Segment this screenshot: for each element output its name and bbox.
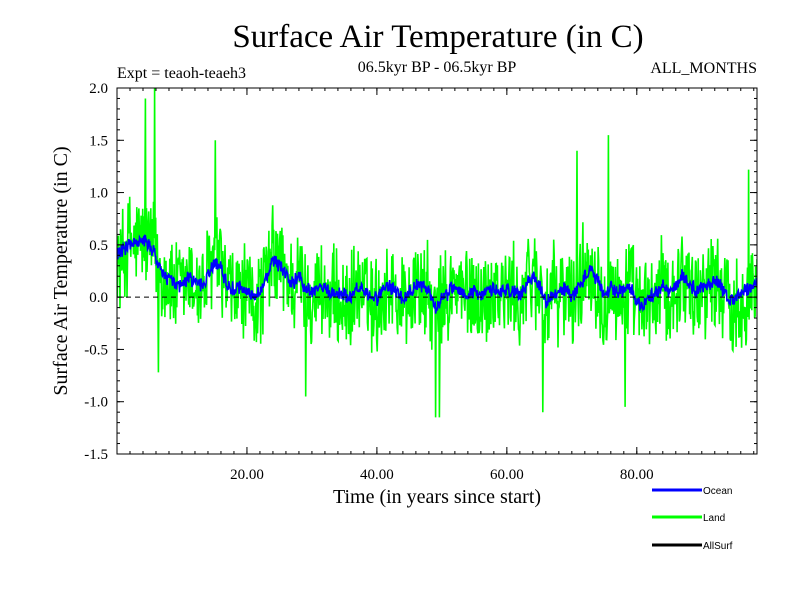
chart-subtitle: 06.5kyr BP - 06.5kyr BP — [358, 59, 517, 76]
x-tick-label: 80.00 — [620, 467, 654, 483]
y-tick-label: 0.0 — [89, 290, 108, 306]
x-tick-label: 40.00 — [360, 467, 394, 483]
series-line-land — [117, 88, 757, 418]
axis-ticks — [116, 87, 757, 455]
x-tick-labels: 20.00 40.00 60.00 80.00 — [230, 467, 654, 483]
plot-clip-group — [117, 88, 757, 418]
y-tick-labels: -1.5 -1.0 -0.5 0.0 0.5 1.0 1.5 2.0 — [84, 81, 108, 463]
x-tick-label: 20.00 — [230, 467, 264, 483]
plot-lines — [117, 88, 757, 418]
legend-label-ocean: Ocean — [703, 486, 732, 497]
series-line-ocean — [117, 234, 757, 314]
y-tick-label: -1.5 — [84, 447, 108, 463]
y-tick-label: -1.0 — [84, 395, 108, 411]
y-tick-label: 0.5 — [89, 238, 108, 254]
period-label: ALL_MONTHS — [650, 60, 757, 77]
legend-label-allsurf: AllSurf — [703, 541, 733, 552]
legend: Ocean Land AllSurf — [652, 486, 733, 552]
experiment-label: Expt = teaoh-teaeh3 — [117, 65, 246, 82]
y-tick-label: -0.5 — [84, 342, 108, 358]
plot-frame — [116, 87, 758, 455]
y-tick-label: 1.5 — [89, 133, 108, 149]
chart-title: Surface Air Temperature (in C) — [232, 19, 643, 55]
x-tick-label: 60.00 — [490, 467, 524, 483]
y-axis-label: Surface Air Temperature (in C) — [50, 146, 72, 395]
y-tick-label: 1.0 — [89, 186, 108, 202]
legend-label-land: Land — [703, 513, 725, 524]
y-tick-label: 2.0 — [89, 81, 108, 97]
x-axis-label: Time (in years since start) — [333, 486, 541, 508]
